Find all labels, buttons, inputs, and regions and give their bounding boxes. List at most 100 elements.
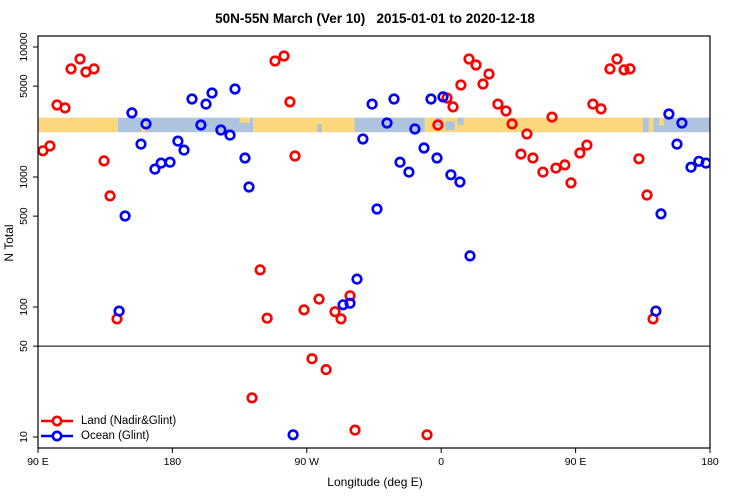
data-point-ocean: [229, 83, 241, 95]
data-point-ocean: [155, 157, 167, 169]
y-tick-label: 100: [18, 298, 30, 316]
data-point-ocean: [243, 181, 255, 193]
legend-label-land: Land (Nadir&Glint): [81, 414, 177, 427]
x-tick-label: 90 E: [565, 456, 587, 468]
data-point-ocean: [445, 169, 457, 181]
band-segment-ocean: [653, 117, 710, 133]
data-point-land: [447, 101, 459, 113]
data-point-land: [254, 264, 266, 276]
data-point-ocean: [388, 93, 400, 105]
data-point-ocean: [366, 98, 378, 110]
data-point-ocean: [195, 119, 207, 131]
data-point-land: [261, 312, 273, 324]
data-point-land: [313, 293, 325, 305]
chart-title: 50N-55N March (Ver 10) 2015-01-01 to 202…: [215, 11, 535, 26]
data-point-land: [546, 111, 558, 123]
data-point-ocean: [685, 161, 697, 173]
x-tick-label: 0: [438, 456, 444, 468]
band-speckle-ocean: [445, 121, 455, 131]
legend-label-ocean: Ocean (Glint): [81, 429, 150, 442]
data-point-land: [506, 118, 518, 130]
data-point-ocean: [337, 299, 349, 311]
data-point-land: [104, 190, 116, 202]
data-point-ocean: [381, 117, 393, 129]
data-point-ocean: [287, 429, 299, 441]
series-land: [38, 50, 659, 441]
x-axis-label: Longitude (deg E): [327, 475, 423, 489]
data-point-land: [463, 53, 475, 65]
data-point-ocean: [437, 91, 449, 103]
band-segment-land: [38, 117, 118, 133]
data-point-land: [284, 96, 296, 108]
data-point-land: [521, 128, 533, 140]
data-point-land: [624, 63, 636, 75]
data-point-ocean: [178, 144, 190, 156]
data-point-land: [565, 177, 577, 189]
data-point-land: [537, 166, 549, 178]
data-point-land: [483, 68, 495, 80]
data-point-ocean: [409, 123, 421, 135]
data-point-ocean: [135, 138, 147, 150]
data-point-land: [38, 145, 49, 157]
x-tick-label: 90 E: [27, 456, 49, 468]
data-point-land: [633, 153, 645, 165]
x-tick-label: 180: [164, 456, 182, 468]
data-point-land: [574, 147, 586, 159]
band-speckle-land: [239, 117, 251, 123]
band-segment-ocean: [117, 117, 254, 133]
x-tick-label: 90 W: [295, 456, 320, 468]
data-point-land: [329, 306, 341, 318]
data-point-ocean: [186, 93, 198, 105]
legend: Land (Nadir&Glint) Ocean (Glint): [40, 413, 176, 443]
data-point-land: [492, 98, 504, 110]
data-point-land: [335, 313, 347, 325]
y-tick-label: 10: [18, 431, 30, 443]
data-point-ocean: [239, 152, 251, 164]
y-tick-label: 50: [18, 340, 30, 352]
x-tick-label: 180: [701, 456, 719, 468]
data-point-land: [246, 392, 258, 404]
data-point-land: [65, 63, 77, 75]
series-ocean: [113, 83, 710, 441]
data-point-ocean: [206, 87, 218, 99]
data-point-land: [604, 63, 616, 75]
data-point-land: [500, 105, 512, 117]
data-point-land: [306, 353, 318, 365]
data-point-land: [641, 189, 653, 201]
data-point-ocean: [200, 98, 212, 110]
data-point-ocean: [650, 305, 662, 317]
data-point-ocean: [215, 124, 227, 136]
data-point-land: [298, 304, 310, 316]
data-point-ocean: [357, 133, 369, 145]
land-ocean-band: [38, 117, 710, 133]
data-point-ocean: [344, 297, 356, 309]
data-point-ocean: [454, 176, 466, 188]
data-point-land: [349, 424, 361, 436]
band-speckle-ocean: [457, 117, 464, 125]
data-point-ocean: [126, 107, 138, 119]
data-point-land: [98, 155, 110, 167]
band-segment-land: [424, 117, 654, 133]
data-point-ocean: [655, 208, 667, 220]
data-point-land: [74, 53, 86, 65]
data-point-ocean: [431, 152, 443, 164]
data-point-ocean: [676, 117, 688, 129]
data-point-ocean: [149, 163, 161, 175]
data-point-ocean: [403, 166, 415, 178]
data-point-ocean: [371, 203, 383, 215]
land-marker-icon: [41, 415, 73, 426]
data-point-ocean: [418, 142, 430, 154]
ocean-marker-icon: [41, 430, 73, 441]
band-segment-land: [253, 117, 355, 133]
data-point-land: [618, 64, 630, 76]
data-point-ocean: [140, 118, 152, 130]
data-point-land: [611, 53, 623, 65]
y-tick-label: 10000: [18, 32, 30, 61]
data-point-ocean: [224, 129, 236, 141]
y-tick-label: 1000: [18, 165, 30, 189]
data-point-land: [587, 98, 599, 110]
data-point-ocean: [164, 156, 176, 168]
y-tick-label: 5000: [18, 74, 30, 98]
